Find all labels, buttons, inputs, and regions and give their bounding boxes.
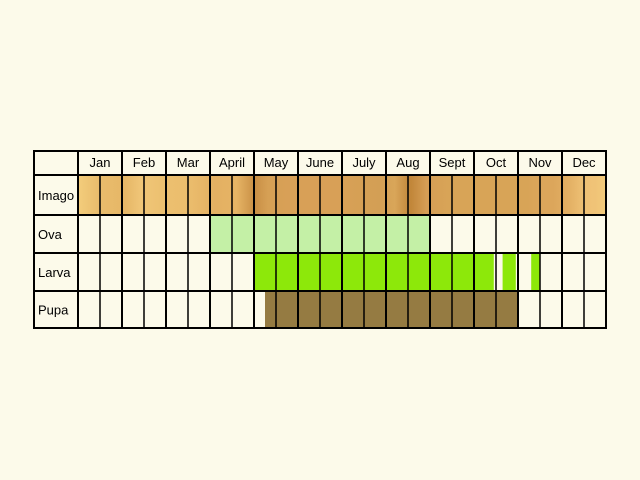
month-header-1: Jan [90, 155, 111, 170]
row-label-pupa: Pupa [38, 303, 69, 318]
month-header-12: Dec [572, 155, 596, 170]
month-header-10: Oct [486, 155, 507, 170]
row-label-larva: Larva [38, 265, 71, 280]
row-larva-segment-3 [531, 253, 540, 291]
month-header-2: Feb [133, 155, 155, 170]
month-header-8: Aug [396, 155, 419, 170]
row-label-imago: Imago [38, 188, 74, 203]
row-larva-segment-2 [502, 253, 516, 291]
row-label-ova: Ova [38, 227, 63, 242]
row-larva-segment-1 [254, 253, 494, 291]
month-header-6: June [306, 155, 334, 170]
table-labels: Jan Feb Mar April May June July Aug Sept Oct Nov De… [38, 155, 596, 318]
month-header-3: Mar [177, 155, 200, 170]
month-header-7: July [352, 155, 376, 170]
grid-lines [33, 150, 607, 329]
row-pupa-segment-1 [265, 291, 518, 328]
month-header-5: May [264, 155, 289, 170]
month-header-11: Nov [528, 155, 552, 170]
month-header-9: Sept [439, 155, 466, 170]
month-header-4: April [219, 155, 245, 170]
